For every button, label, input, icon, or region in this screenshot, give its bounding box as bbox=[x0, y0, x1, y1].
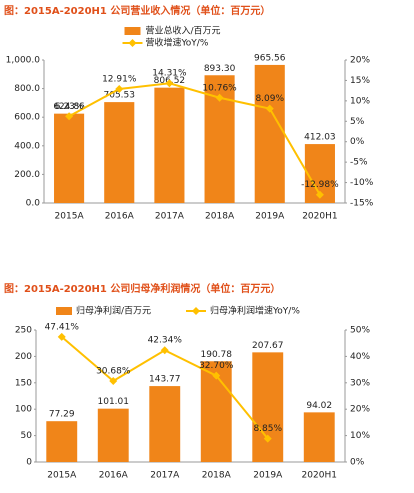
line-label: -12.98% bbox=[301, 180, 339, 190]
x-tick-label: 2018A bbox=[202, 471, 232, 481]
marker bbox=[215, 93, 224, 102]
bar-label: 143.77 bbox=[149, 375, 181, 385]
y2-tick-label: -10% bbox=[350, 178, 374, 188]
y2-tick-label: 40% bbox=[350, 352, 370, 362]
y-tick-label: 800.0 bbox=[14, 84, 40, 94]
y2-tick-label: 5% bbox=[350, 117, 365, 127]
x-tick-label: 2019A bbox=[253, 471, 283, 481]
marker bbox=[315, 190, 324, 199]
bar bbox=[252, 352, 284, 462]
y2-tick-label: 15% bbox=[350, 76, 370, 86]
line-label: 14.31% bbox=[152, 69, 187, 79]
marker bbox=[263, 434, 272, 443]
bar-label: 190.78 bbox=[201, 350, 233, 360]
bar bbox=[104, 102, 135, 203]
x-tick-label: 2016A bbox=[105, 212, 135, 222]
y-tick-label: 250 bbox=[15, 326, 32, 336]
legend-label: 营业总收入/百万元 bbox=[146, 25, 221, 37]
y-tick-label: 50 bbox=[21, 431, 33, 441]
bar-label: 207.67 bbox=[252, 341, 284, 351]
y2-tick-label: 0% bbox=[350, 137, 365, 147]
x-tick-label: 2017A bbox=[155, 212, 185, 222]
y-tick-label: 400.0 bbox=[14, 141, 40, 151]
bar bbox=[46, 421, 78, 462]
y-tick-label: 200 bbox=[15, 352, 32, 362]
legend-swatch bbox=[192, 307, 200, 315]
bar bbox=[254, 64, 285, 203]
marker bbox=[65, 112, 74, 121]
y-tick-label: 200.0 bbox=[14, 170, 40, 180]
x-tick-label: 2020H1 bbox=[302, 212, 337, 222]
y2-tick-label: 0% bbox=[350, 458, 365, 468]
marker bbox=[57, 332, 66, 341]
y-tick-label: 100 bbox=[15, 405, 32, 415]
bar bbox=[154, 87, 185, 203]
y-tick-label: 600.0 bbox=[14, 113, 40, 123]
bar-label: 77.29 bbox=[49, 410, 75, 420]
x-tick-label: 2016A bbox=[99, 471, 129, 481]
bar-label: 624.86 bbox=[53, 102, 85, 112]
y2-tick-label: 10% bbox=[350, 431, 370, 441]
bar bbox=[149, 386, 181, 462]
y2-tick-label: -15% bbox=[350, 199, 374, 209]
legend-swatch bbox=[128, 39, 137, 47]
bar bbox=[303, 412, 335, 462]
y2-tick-label: 10% bbox=[350, 96, 370, 106]
bar-label: 965.56 bbox=[254, 53, 286, 63]
x-tick-label: 2017A bbox=[150, 471, 180, 481]
y2-tick-label: 30% bbox=[350, 378, 370, 388]
bar-label: 412.03 bbox=[304, 133, 336, 143]
line-label: 42.34% bbox=[148, 336, 183, 346]
marker bbox=[109, 377, 118, 386]
x-tick-label: 2015A bbox=[47, 471, 77, 481]
legend-label: 营收增速YoY/% bbox=[146, 37, 209, 49]
x-tick-label: 2020H1 bbox=[302, 471, 337, 481]
bar-label: 893.30 bbox=[204, 64, 236, 74]
y2-tick-label: -5% bbox=[350, 158, 368, 168]
legend-swatch bbox=[56, 307, 72, 315]
y-tick-label: 150 bbox=[15, 378, 32, 388]
y2-tick-label: 50% bbox=[350, 326, 370, 336]
y-tick-label: 0.0 bbox=[26, 199, 41, 209]
x-tick-label: 2019A bbox=[255, 212, 285, 222]
bar-label: 101.01 bbox=[98, 397, 130, 407]
x-tick-label: 2018A bbox=[205, 212, 235, 222]
chart-title: 图：2015A-2020H1 公司营业收入情况（单位：百万元） bbox=[4, 4, 270, 17]
line-label: 12.91% bbox=[102, 74, 137, 84]
marker bbox=[115, 84, 124, 93]
bar-label: 705.53 bbox=[104, 91, 136, 101]
line-label: 30.68% bbox=[96, 367, 131, 377]
bar bbox=[97, 408, 129, 462]
y2-tick-label: 20% bbox=[350, 405, 370, 415]
chart-title: 图：2015A-2020H1 公司归母净利润情况（单位：百万元） bbox=[4, 282, 280, 295]
legend-label: 归母净利润/百万元 bbox=[76, 305, 151, 317]
line-label: 6.23% bbox=[55, 102, 84, 112]
line-label: 10.76% bbox=[202, 83, 237, 93]
bar-label: 94.02 bbox=[306, 401, 332, 411]
legend-swatch bbox=[124, 27, 141, 35]
marker bbox=[212, 371, 221, 380]
line-label: 32.70% bbox=[199, 361, 234, 371]
y-tick-label: 0 bbox=[26, 458, 32, 468]
y2-tick-label: 20% bbox=[350, 56, 370, 66]
line bbox=[68, 82, 321, 196]
marker bbox=[160, 346, 169, 355]
marker bbox=[265, 104, 274, 113]
line-label: 8.85% bbox=[253, 424, 282, 434]
x-tick-label: 2015A bbox=[55, 212, 85, 222]
line-label: 47.41% bbox=[45, 322, 80, 332]
marker bbox=[165, 79, 174, 88]
line-label: 8.09% bbox=[255, 94, 284, 104]
legend-label: 归母净利润增速YoY/% bbox=[210, 305, 300, 317]
y-tick-label: 1,000.0 bbox=[6, 56, 41, 66]
bar bbox=[54, 113, 85, 203]
